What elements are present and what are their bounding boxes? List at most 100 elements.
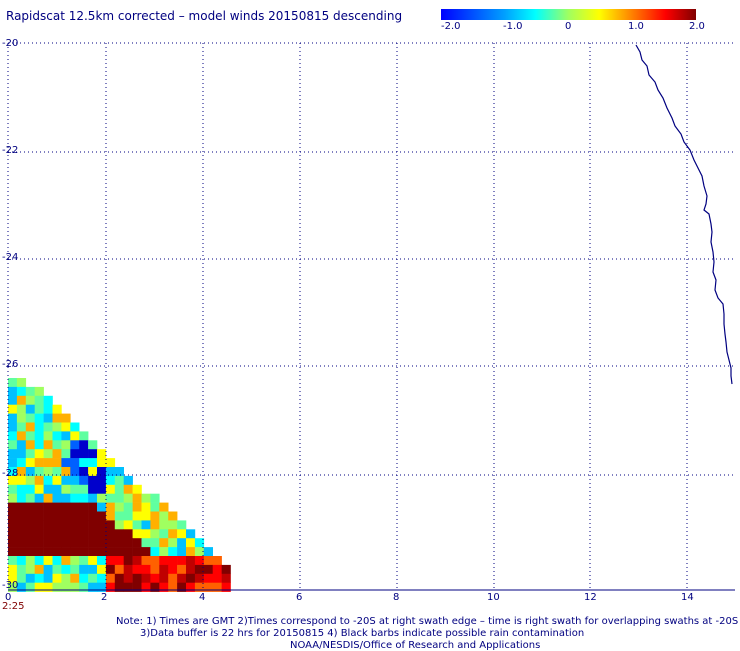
wind-cell bbox=[105, 458, 116, 468]
wind-cell bbox=[70, 493, 80, 503]
x-tick-label: 0 bbox=[5, 592, 12, 603]
wind-cell bbox=[88, 573, 98, 583]
wind-cell bbox=[25, 547, 35, 557]
wind-cell bbox=[88, 582, 98, 592]
wind-cell bbox=[25, 502, 35, 512]
wind-cell bbox=[16, 467, 27, 477]
wind-cell bbox=[16, 547, 27, 557]
wind-cell bbox=[114, 538, 124, 548]
wind-cell bbox=[97, 547, 107, 557]
wind-cell bbox=[43, 556, 53, 566]
wind-cell bbox=[34, 556, 44, 566]
wind-cell bbox=[150, 573, 160, 583]
wind-cell bbox=[8, 520, 18, 530]
wind-cell bbox=[70, 484, 80, 494]
wind-cell bbox=[8, 440, 18, 450]
wind-cell bbox=[97, 582, 107, 592]
wind-cell bbox=[123, 502, 133, 512]
wind-cell bbox=[132, 484, 142, 494]
wind-cell bbox=[8, 484, 18, 494]
wind-cell bbox=[8, 395, 18, 405]
wind-cell bbox=[25, 422, 35, 432]
wind-cell bbox=[34, 458, 44, 468]
wind-cell bbox=[105, 573, 116, 583]
wind-cell bbox=[221, 564, 231, 575]
wind-cell bbox=[43, 484, 53, 494]
wind-cell bbox=[79, 529, 89, 539]
wind-cell bbox=[43, 458, 53, 468]
wind-cell bbox=[25, 458, 35, 468]
wind-cell bbox=[16, 458, 27, 468]
wind-cell bbox=[61, 529, 71, 539]
wind-cell bbox=[114, 484, 124, 494]
wind-cell bbox=[34, 529, 44, 539]
wind-cell bbox=[105, 475, 116, 486]
colorbar-label-pos1: 1.0 bbox=[628, 21, 644, 32]
wind-cell bbox=[8, 564, 18, 575]
wind-cell bbox=[114, 529, 124, 539]
x-tick-label: 8 bbox=[393, 592, 400, 603]
wind-cell bbox=[123, 538, 133, 548]
wind-cell bbox=[194, 582, 205, 592]
wind-cell bbox=[8, 404, 18, 414]
wind-cell bbox=[132, 511, 142, 521]
wind-cell bbox=[34, 582, 44, 592]
wind-cell bbox=[34, 431, 44, 441]
wind-cell bbox=[194, 538, 205, 548]
wind-cell bbox=[150, 520, 160, 530]
wind-cell bbox=[52, 467, 62, 477]
wind-cell bbox=[16, 582, 27, 592]
wind-cell bbox=[25, 484, 35, 494]
wind-cell bbox=[123, 493, 133, 503]
wind-cell bbox=[221, 573, 231, 583]
wind-cell bbox=[150, 547, 160, 557]
wind-cell bbox=[16, 520, 27, 530]
wind-cell bbox=[16, 449, 27, 459]
wind-cell bbox=[97, 520, 107, 530]
wind-cell bbox=[150, 493, 160, 503]
wind-cell bbox=[168, 529, 178, 539]
wind-cell bbox=[168, 511, 178, 521]
wind-cell bbox=[70, 573, 80, 583]
wind-cell bbox=[16, 422, 27, 432]
note-line-2: 3)Data buffer is 22 hrs for 20150815 4) … bbox=[140, 628, 585, 639]
wind-cell bbox=[8, 467, 18, 477]
wind-cell bbox=[114, 573, 124, 583]
wind-cell bbox=[8, 431, 18, 441]
wind-cell bbox=[132, 529, 142, 539]
wind-cell bbox=[8, 556, 18, 566]
wind-cell bbox=[132, 582, 142, 592]
wind-cell bbox=[25, 538, 35, 548]
wind-cell bbox=[203, 556, 213, 566]
wind-cell bbox=[61, 556, 71, 566]
wind-cell bbox=[114, 467, 124, 477]
wind-cell bbox=[159, 538, 169, 548]
wind-cell bbox=[43, 449, 53, 459]
wind-cell bbox=[61, 502, 71, 512]
wind-cell bbox=[177, 556, 187, 566]
wind-cell bbox=[123, 484, 133, 494]
wind-cell bbox=[16, 431, 27, 441]
y-tick-label: -30 bbox=[2, 580, 19, 591]
wind-cell bbox=[168, 547, 178, 557]
wind-cell bbox=[141, 493, 151, 503]
wind-cell bbox=[61, 520, 71, 530]
wind-cell bbox=[79, 449, 89, 459]
wind-cell bbox=[123, 556, 133, 566]
wind-cell bbox=[43, 404, 53, 414]
wind-cell bbox=[88, 484, 98, 494]
wind-cell bbox=[25, 520, 35, 530]
wind-cell bbox=[97, 564, 107, 575]
wind-cell bbox=[34, 440, 44, 450]
wind-cell bbox=[8, 511, 18, 521]
wind-cell bbox=[16, 386, 27, 397]
wind-cell bbox=[70, 475, 80, 486]
wind-cell bbox=[16, 502, 27, 512]
wind-cell bbox=[79, 440, 89, 450]
wind-cell bbox=[52, 511, 62, 521]
wind-cell bbox=[8, 582, 18, 592]
wind-cell bbox=[97, 449, 107, 459]
wind-cell bbox=[25, 404, 35, 414]
wind-cell bbox=[105, 547, 116, 557]
wind-cell bbox=[97, 573, 107, 583]
